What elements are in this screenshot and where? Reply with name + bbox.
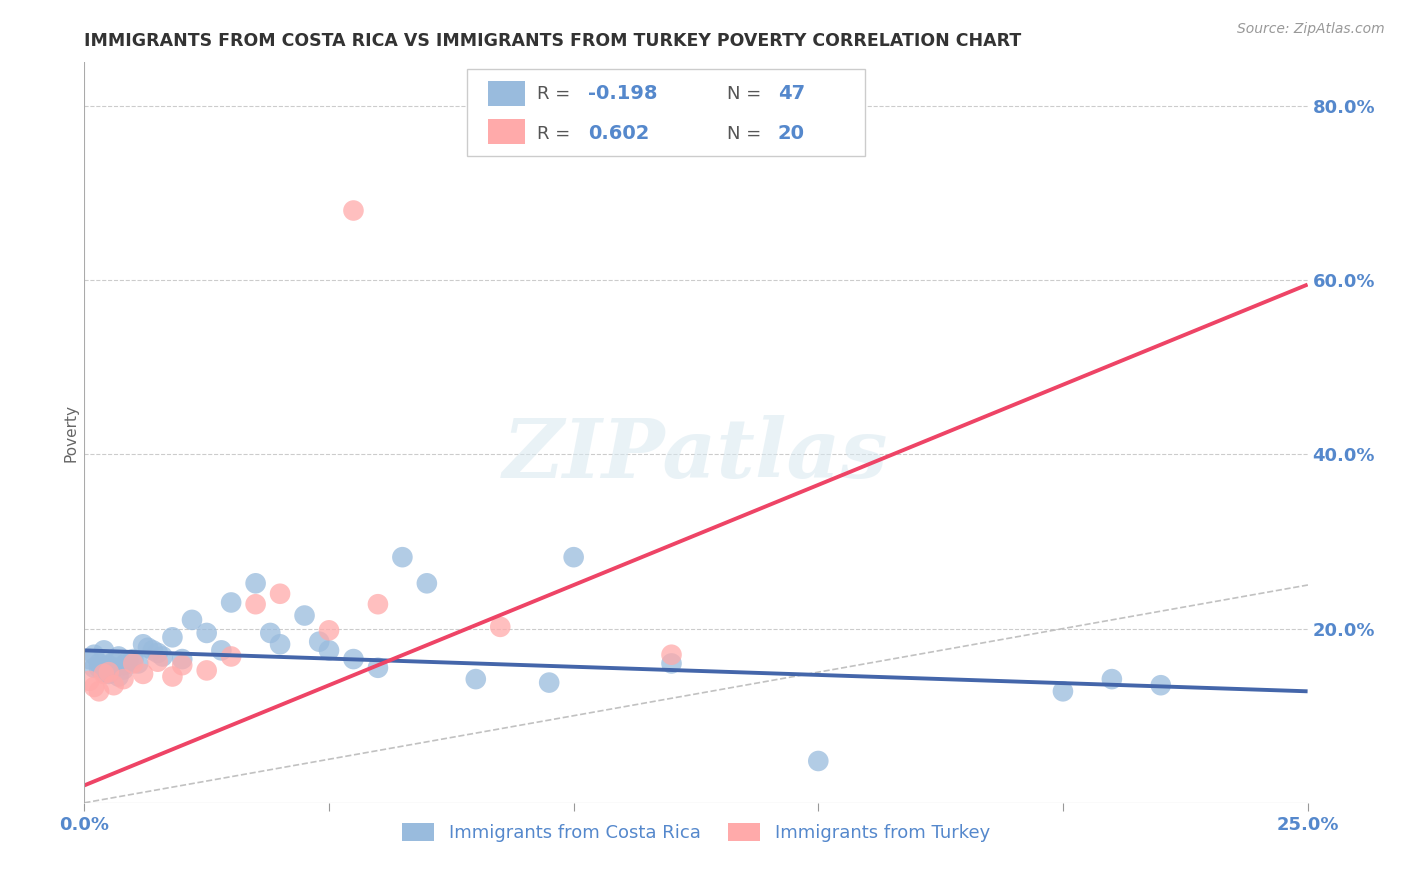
Bar — [488, 119, 524, 144]
Point — [562, 550, 585, 565]
Point — [146, 646, 169, 660]
Point — [219, 649, 242, 664]
Point — [87, 661, 110, 675]
Point — [209, 643, 232, 657]
Legend: Immigrants from Costa Rica, Immigrants from Turkey: Immigrants from Costa Rica, Immigrants f… — [395, 815, 997, 849]
Point — [367, 597, 389, 611]
Point — [77, 652, 100, 666]
Point — [112, 658, 135, 673]
Point — [142, 643, 165, 657]
Point — [162, 669, 184, 683]
Y-axis label: Poverty: Poverty — [63, 403, 79, 462]
Point — [391, 550, 413, 565]
Point — [97, 666, 120, 681]
Point — [342, 203, 364, 218]
Point — [152, 649, 174, 664]
Point — [661, 657, 683, 671]
Point — [83, 648, 105, 662]
Point — [112, 672, 135, 686]
Point — [103, 678, 125, 692]
Point — [87, 684, 110, 698]
Text: ZIPatlas: ZIPatlas — [503, 415, 889, 495]
Text: 0.602: 0.602 — [588, 124, 650, 143]
Text: R =: R = — [537, 85, 576, 103]
Point — [112, 663, 135, 677]
Text: N =: N = — [727, 85, 766, 103]
Text: 20: 20 — [778, 124, 804, 143]
Point — [87, 657, 110, 671]
Point — [269, 637, 291, 651]
Point — [464, 672, 486, 686]
Point — [136, 640, 159, 655]
Point — [245, 576, 267, 591]
Point — [807, 754, 830, 768]
Point — [132, 666, 155, 681]
Point — [172, 652, 194, 666]
Point — [661, 648, 683, 662]
Text: IMMIGRANTS FROM COSTA RICA VS IMMIGRANTS FROM TURKEY POVERTY CORRELATION CHART: IMMIGRANTS FROM COSTA RICA VS IMMIGRANTS… — [84, 32, 1022, 50]
Point — [367, 661, 389, 675]
Point — [93, 665, 115, 680]
Point — [122, 652, 145, 666]
Point — [97, 665, 120, 680]
Point — [342, 652, 364, 666]
Point — [83, 680, 105, 694]
Point — [127, 657, 149, 671]
Text: R =: R = — [537, 125, 576, 143]
Point — [146, 655, 169, 669]
Point — [162, 630, 184, 644]
Point — [245, 597, 267, 611]
Point — [269, 587, 291, 601]
Point — [219, 595, 242, 609]
Point — [308, 634, 330, 648]
Text: Source: ZipAtlas.com: Source: ZipAtlas.com — [1237, 22, 1385, 37]
Point — [318, 624, 340, 638]
Point — [107, 669, 129, 683]
Point — [77, 673, 100, 688]
Point — [318, 643, 340, 657]
Text: N =: N = — [727, 125, 766, 143]
Point — [117, 654, 139, 668]
FancyBboxPatch shape — [467, 69, 865, 156]
Point — [103, 655, 125, 669]
Point — [103, 661, 125, 675]
Text: 47: 47 — [778, 84, 806, 103]
Point — [195, 626, 218, 640]
Point — [538, 675, 561, 690]
Text: -0.198: -0.198 — [588, 84, 658, 103]
Point — [489, 620, 512, 634]
Point — [172, 658, 194, 673]
Point — [1052, 684, 1074, 698]
Point — [259, 626, 281, 640]
Point — [97, 658, 120, 673]
Point — [93, 643, 115, 657]
Point — [1150, 678, 1173, 692]
Bar — [488, 81, 524, 106]
Point — [83, 661, 105, 675]
Point — [93, 666, 115, 681]
Point — [181, 613, 204, 627]
Point — [416, 576, 439, 591]
Point — [132, 637, 155, 651]
Point — [294, 608, 316, 623]
Point — [107, 649, 129, 664]
Point — [1101, 672, 1123, 686]
Point — [122, 657, 145, 671]
Point — [195, 664, 218, 678]
